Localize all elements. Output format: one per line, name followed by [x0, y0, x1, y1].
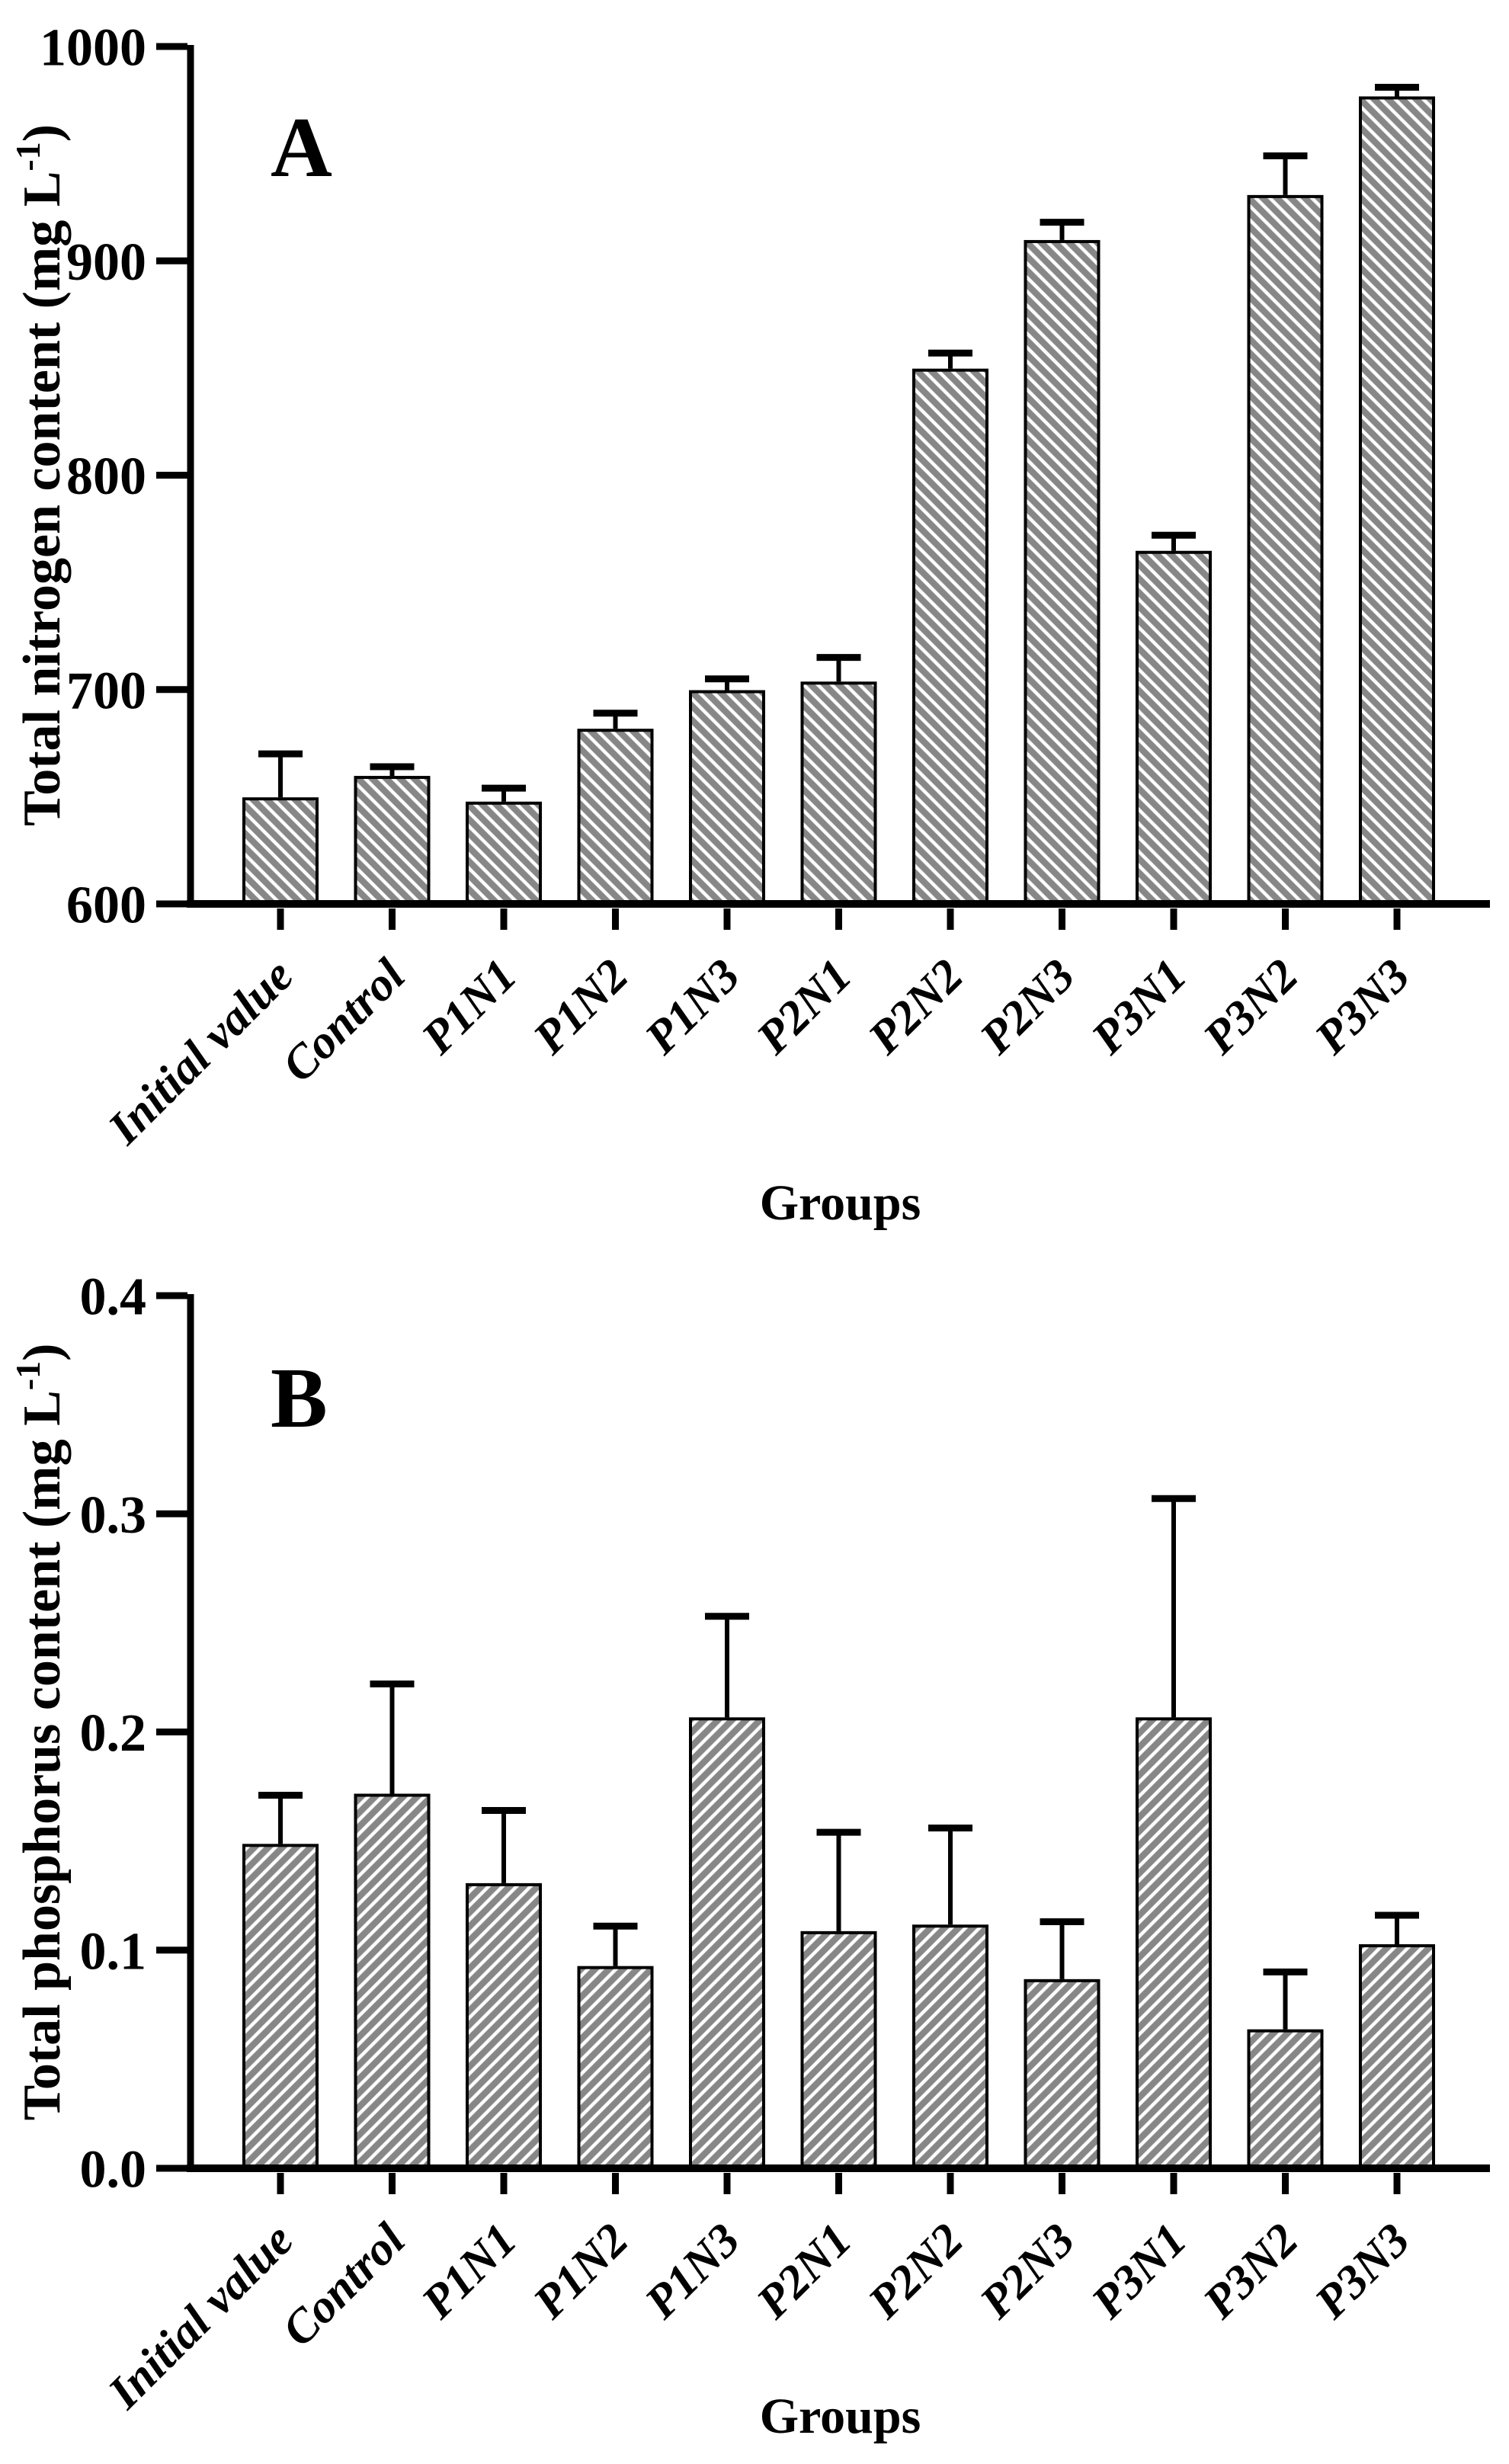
bar-control-a [354, 776, 431, 907]
y-tick-label-b-0-2: 0.2 [80, 1704, 147, 1763]
bar-initial-value-a [242, 797, 319, 907]
bar-p1n1-a [466, 801, 542, 907]
bar-p1n3-a [689, 690, 765, 907]
error-bar-p1n2-b [593, 1922, 638, 1966]
error-bar-p2n3-b [1040, 1918, 1084, 1979]
error-bar-p3n1-a [1152, 531, 1196, 551]
bar-p3n2-a [1247, 194, 1324, 907]
panel-letter-b: B [271, 1351, 328, 1446]
y-axis-title-b: Total phosphorus content (mg L-1) [8, 1344, 72, 2121]
bar-p3n3-b [1359, 1944, 1435, 2171]
bar-p2n1-a [800, 681, 877, 907]
bar-p2n2-a [912, 368, 988, 907]
error-bar-p1n1-b [482, 1807, 526, 1883]
bar-p1n2-a [577, 729, 654, 907]
error-bar-p2n3-a [1040, 219, 1084, 240]
y-tick-label-b-0-4: 0.4 [80, 1268, 147, 1327]
error-bar-initial-value-a [258, 750, 303, 798]
bar-p1n1-b [466, 1882, 542, 2171]
x-axis-title-a: Groups [760, 1175, 921, 1231]
y-axis-title-a: Total nitrogen content (mg L-1) [8, 124, 72, 826]
error-bar-p1n3-b [705, 1613, 749, 1718]
error-bar-p3n2-b [1263, 1968, 1308, 2030]
error-bar-p3n3-a [1375, 83, 1419, 97]
y-tick-label-a-900: 900 [66, 233, 146, 292]
bar-p1n3-b [689, 1717, 765, 2171]
error-bar-control-a [370, 763, 415, 777]
bar-p2n3-a [1024, 239, 1101, 907]
bar-p3n2-b [1247, 2029, 1324, 2172]
bar-p2n1-b [800, 1931, 877, 2172]
error-bar-initial-value-b [258, 1792, 303, 1844]
error-bar-control-b [370, 1681, 415, 1794]
error-bar-p1n3-a [705, 675, 749, 690]
error-bar-p2n2-b [928, 1824, 972, 1925]
y-tick-label-a-1000: 1000 [40, 19, 146, 78]
bar-control-b [354, 1793, 431, 2171]
bar-p1n2-b [577, 1966, 654, 2171]
error-bar-p2n1-b [816, 1828, 861, 1931]
y-tick-label-a-600: 600 [66, 876, 146, 935]
y-tick-label-a-800: 800 [66, 447, 146, 506]
bar-p3n1-b [1136, 1717, 1212, 2171]
error-bar-p3n1-b [1152, 1495, 1196, 1718]
panel-letter-a: A [271, 101, 332, 195]
y-tick-label-a-700: 700 [66, 662, 146, 720]
bar-p3n1-a [1136, 550, 1212, 907]
error-bar-p3n2-a [1263, 152, 1308, 195]
y-tick-label-b-0-3: 0.3 [80, 1486, 147, 1545]
y-tick-label-b-0-0: 0.0 [80, 2141, 147, 2200]
x-axis-title-b: Groups [760, 2389, 921, 2444]
error-bar-p2n1-a [816, 654, 861, 682]
bar-initial-value-b [242, 1844, 319, 2172]
bar-p2n2-b [912, 1924, 988, 2171]
error-bar-p3n3-b [1375, 1911, 1419, 1945]
bar-p3n3-a [1359, 96, 1435, 907]
y-tick-label-b-0-1: 0.1 [80, 1922, 147, 1981]
bar-p2n3-b [1024, 1979, 1101, 2171]
error-bar-p1n1-a [482, 784, 526, 802]
error-bar-p2n2-a [928, 349, 972, 369]
error-bar-p1n2-a [593, 710, 638, 729]
